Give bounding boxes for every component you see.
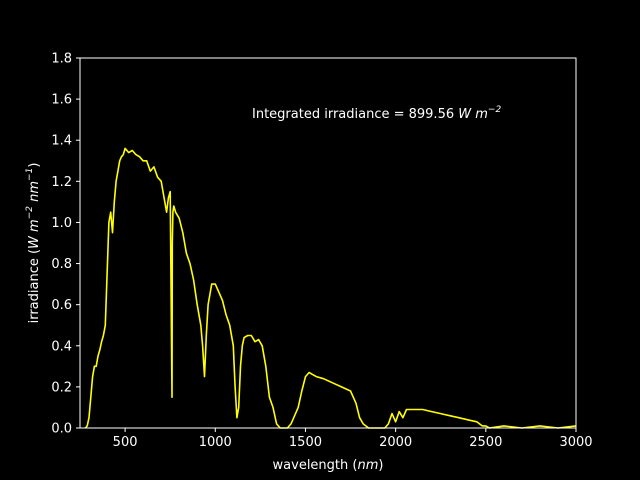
x-axis-ticks: 500 1000 1500 2000 2500 3000	[113, 428, 593, 450]
x-tick-label: 2500	[469, 435, 502, 450]
annotation-text: Integrated irradiance = 899.56 W m−2	[252, 105, 501, 122]
y-axis-label-main: irradiance (	[27, 249, 42, 323]
y-axis-label-close: )	[27, 163, 42, 168]
y-axis-ticks: 0.0 0.2 0.4 0.6 0.8 1.0 1.2 1.4 1.6 1.8	[51, 52, 80, 437]
x-tick-label: 500	[113, 435, 138, 450]
y-axis-label-exp-b: −1	[25, 168, 35, 181]
y-axis-label-unit-a: W m	[27, 219, 42, 249]
x-tick-label: 1000	[199, 435, 232, 450]
plot-series-group	[84, 147, 577, 429]
x-axis-label-close: )	[378, 458, 383, 473]
axes-frame	[79, 57, 577, 429]
x-axis-label: wavelength (nm)	[273, 458, 384, 473]
x-tick-label: 3000	[559, 435, 592, 450]
x-tick-label: 2000	[379, 435, 412, 450]
x-axis-label-main: wavelength (	[273, 458, 358, 473]
annotation-main: Integrated irradiance = 899.56	[252, 107, 458, 122]
annotation-exponent: −2	[488, 105, 502, 115]
x-tick-label: 1500	[289, 435, 322, 450]
y-tick-label: 0.8	[51, 257, 72, 272]
y-tick-label: 0.0	[51, 422, 72, 437]
y-tick-label: 1.2	[51, 175, 72, 190]
annotation-unit: W m	[458, 107, 488, 122]
y-tick-label: 1.4	[51, 134, 72, 149]
y-tick-label: 1.8	[51, 52, 72, 67]
series-line-0	[84, 147, 577, 429]
x-axis-label-unit: nm	[357, 458, 378, 473]
y-tick-label: 0.4	[51, 339, 72, 354]
y-tick-label: 0.6	[51, 298, 72, 313]
y-axis-label-exp-a: −2	[25, 206, 35, 220]
y-axis-label-unit-b: nm	[27, 181, 42, 206]
y-tick-label: 1.6	[51, 93, 72, 108]
y-axis-label: irradiance (W m−2 nm−1)	[25, 163, 42, 324]
y-tick-label: 1.0	[51, 216, 72, 231]
y-tick-label: 0.2	[51, 380, 72, 395]
